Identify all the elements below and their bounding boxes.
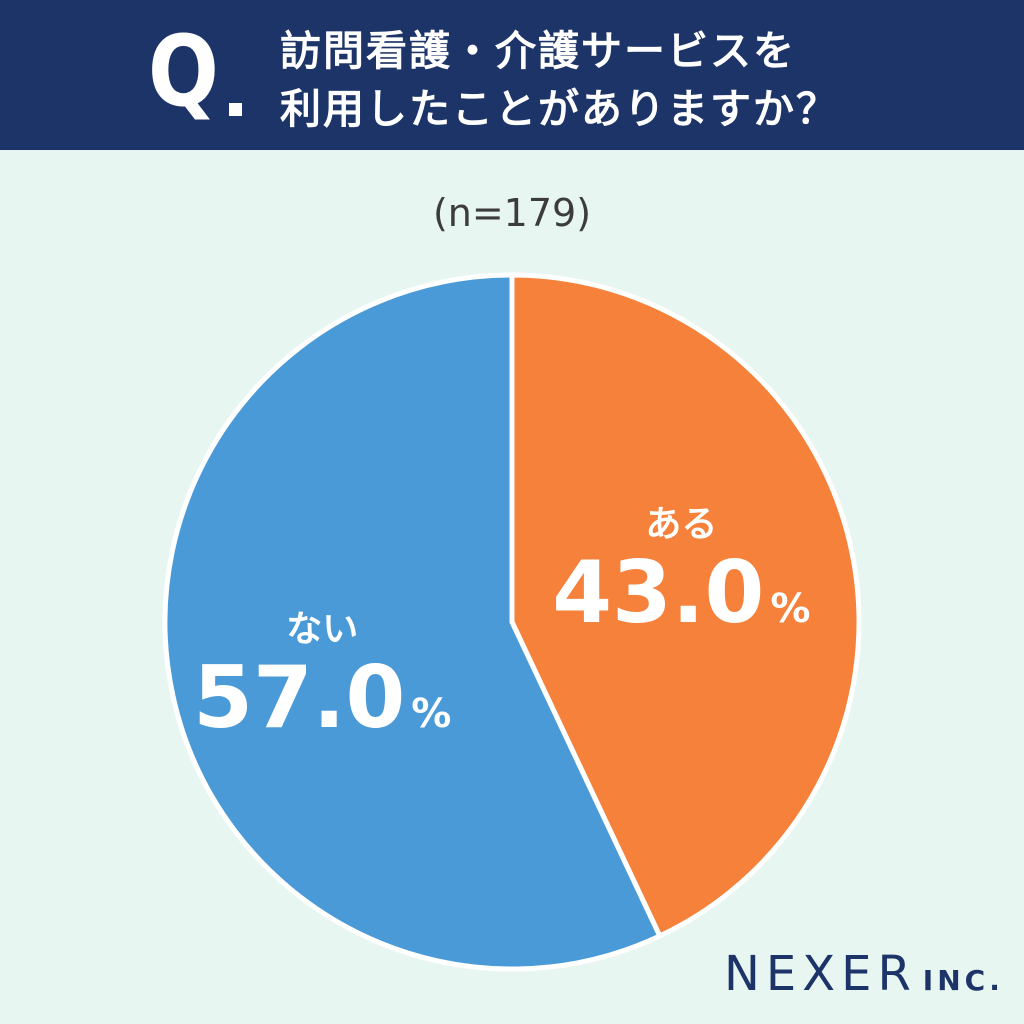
question-header: Q 訪問看護・介護サービスを 利用したことがありますか？: [0, 0, 1024, 150]
q-mark-dot: [229, 103, 242, 116]
slice-value-nai: 57.0%: [193, 648, 451, 748]
question-line-2: 利用したことがありますか？: [280, 85, 839, 133]
question-text: 訪問看護・介護サービスを 利用したことがありますか？: [280, 22, 900, 138]
nexer-logo: NEXER INC.: [724, 946, 1004, 1002]
sample-size: (n=179): [432, 191, 592, 235]
pie-slice-aru: [509, 272, 862, 939]
logo-suffix: INC.: [922, 964, 1004, 997]
question-line-1: 訪問看護・介護サービスを: [280, 27, 796, 75]
slice-value-aru: 43.0%: [552, 543, 810, 643]
pie-slice-nai: [162, 272, 663, 972]
slice-label-nai: ない: [286, 609, 358, 650]
logo-name: NEXER: [724, 946, 917, 1002]
slice-label-aru: ある: [645, 504, 717, 545]
q-mark: Q: [148, 15, 219, 129]
